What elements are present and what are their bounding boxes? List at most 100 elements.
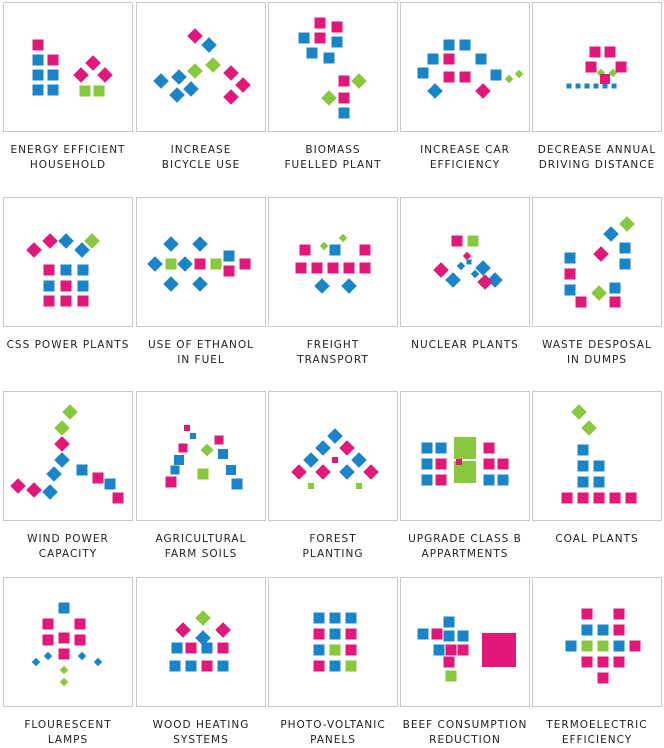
square-shape	[593, 460, 605, 472]
square-shape	[74, 242, 90, 258]
pictogram-css-power-plants	[3, 197, 133, 327]
square-shape	[32, 69, 44, 81]
square-shape	[459, 71, 471, 83]
square-shape	[163, 236, 179, 252]
square-shape	[226, 465, 236, 475]
square-shape	[345, 612, 357, 624]
tile-label-line: PHOTO-VOLTANIC	[280, 719, 386, 731]
square-shape	[341, 278, 357, 294]
pictogram-icon	[153, 28, 251, 105]
square-shape	[10, 478, 26, 494]
square-shape	[619, 242, 631, 254]
square-shape	[561, 492, 573, 504]
square-shape	[329, 612, 341, 624]
square-shape	[192, 276, 208, 292]
tile-label: UPGRADE CLASS B APPARTMENTS	[396, 532, 534, 562]
square-shape	[577, 476, 589, 488]
square-shape	[421, 474, 433, 486]
square-shape	[609, 282, 621, 294]
square-shape	[363, 464, 379, 480]
pictogram-icon	[564, 216, 635, 308]
square-shape	[593, 246, 609, 262]
square-shape	[514, 69, 524, 79]
square-shape	[564, 252, 576, 264]
square-shape	[42, 233, 58, 249]
square-shape	[298, 32, 310, 44]
square-shape	[577, 444, 589, 456]
square-shape	[332, 457, 338, 463]
square-shape	[629, 640, 641, 652]
square-shape	[443, 616, 455, 628]
square-shape	[58, 602, 70, 614]
square-shape	[291, 464, 307, 480]
square-shape	[345, 644, 357, 656]
square-shape	[77, 651, 87, 661]
square-shape	[313, 612, 325, 624]
square-shape	[477, 274, 493, 290]
square-shape	[445, 670, 457, 682]
pictogram-icon	[31, 602, 103, 687]
square-shape	[329, 644, 341, 656]
tile-label: AGRICULTURAL FARM SOILS	[132, 532, 270, 562]
square-shape	[577, 492, 589, 504]
square-shape	[60, 264, 72, 276]
square-shape	[190, 433, 196, 439]
square-shape	[625, 492, 637, 504]
square-shape	[564, 284, 576, 296]
pictogram-forest-planting	[268, 391, 398, 521]
square-shape	[187, 28, 203, 44]
square-shape	[201, 37, 217, 53]
square-shape	[60, 280, 72, 292]
tile-label: TERMOELECTRIC EFFICIENCY	[528, 718, 664, 748]
square-shape	[171, 642, 183, 654]
pictogram-icon	[566, 46, 627, 89]
square-shape	[299, 244, 311, 256]
square-shape	[427, 83, 443, 99]
square-shape	[581, 640, 593, 652]
square-shape	[359, 244, 371, 256]
square-shape	[42, 634, 54, 646]
tile-label-line: DRIVING DISTANCE	[538, 159, 656, 171]
square-shape	[215, 622, 231, 638]
tile-label-line: HOUSEHOLD	[29, 159, 107, 171]
square-shape	[433, 262, 449, 278]
square-shape	[43, 295, 55, 307]
tile-label-line: EFFICIENCY	[429, 159, 501, 171]
square-shape	[619, 216, 635, 232]
square-shape	[339, 464, 355, 480]
square-shape	[315, 464, 331, 480]
pictogram-freight-transport	[268, 197, 398, 327]
pictogram-icon	[417, 616, 516, 682]
square-shape	[46, 466, 62, 482]
square-shape	[54, 420, 70, 436]
square-shape	[200, 443, 214, 457]
tile-label-line: TERMOELECTRIC	[546, 719, 648, 731]
square-shape	[47, 54, 59, 66]
square-shape	[170, 465, 180, 475]
square-shape	[201, 642, 213, 654]
square-shape	[597, 672, 609, 684]
square-shape	[345, 660, 357, 672]
square-shape	[235, 77, 251, 93]
square-shape	[331, 21, 343, 33]
square-shape	[345, 628, 357, 640]
square-shape	[153, 73, 169, 89]
tile-label: FREIGHT TRANSPORT	[264, 338, 402, 368]
pictogram-icon	[313, 612, 357, 672]
square-shape	[313, 660, 325, 672]
square-shape	[59, 665, 69, 675]
square-shape	[467, 235, 479, 247]
square-shape	[197, 468, 209, 480]
square-shape	[445, 644, 457, 656]
pictogram-use-of-ethanol-in-fuel	[136, 197, 266, 327]
tile-label-line: TRANSPORT	[297, 354, 369, 366]
square-shape	[185, 642, 197, 654]
square-shape	[591, 285, 607, 301]
square-shape	[178, 443, 188, 453]
pictogram-increase-car-efficiency	[400, 2, 530, 132]
square-shape	[217, 660, 229, 672]
square-shape	[483, 458, 495, 470]
square-shape	[564, 268, 576, 280]
square-shape	[462, 251, 472, 261]
pictogram-flourescent-lamps	[3, 577, 133, 707]
